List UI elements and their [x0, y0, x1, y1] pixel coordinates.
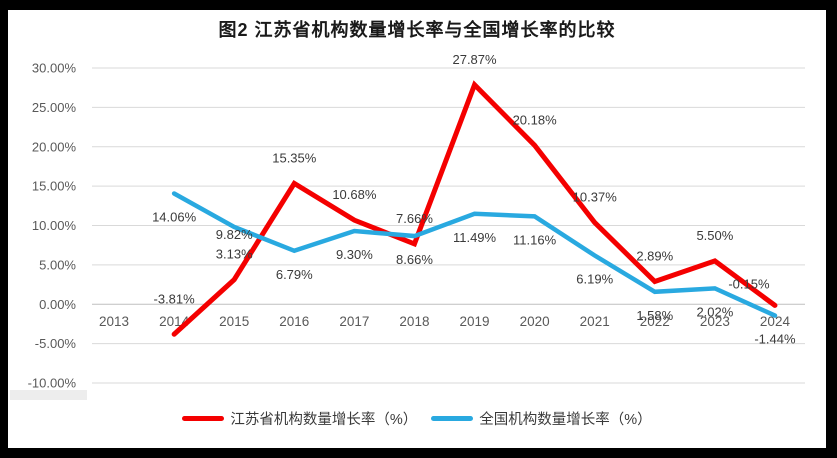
data-label: 14.06% [152, 210, 197, 225]
data-label: 3.13% [216, 247, 253, 262]
data-label: 9.30% [336, 247, 373, 262]
data-label: 9.82% [216, 227, 253, 242]
y-axis-tick-label: 10.00% [32, 218, 77, 233]
y-axis-tick-label: -10.00% [28, 376, 77, 391]
data-label: -1.44% [754, 332, 796, 347]
data-label: 10.68% [332, 187, 377, 202]
legend-item-national[interactable]: 全国机构数量增长率（%） [431, 408, 652, 429]
line-chart-plot-area: 30.00% 25.00% 20.00% 15.00% 10.00% 5.00% 0.00%… [28, 52, 805, 391]
data-label: 10.37% [573, 190, 618, 205]
data-label: 11.49% [453, 230, 497, 245]
x-axis-label: 2019 [460, 314, 490, 329]
x-axis-label: 2015 [219, 314, 249, 329]
data-label: 5.50% [696, 228, 733, 243]
data-label: 20.18% [513, 112, 558, 127]
chart-page: 图2 江苏省机构数量增长率与全国增长率的比较 30.00% 25.00% 20.00… [8, 10, 826, 448]
legend-item-jiangsu[interactable]: 江苏省机构数量增长率（%） [182, 408, 417, 429]
data-label: 8.66% [396, 252, 433, 267]
data-label: 15.35% [272, 150, 317, 165]
data-label: 6.79% [276, 267, 313, 282]
x-axis-label: 2024 [760, 314, 791, 329]
data-label: 2.02% [696, 304, 733, 319]
x-axis-label: 2021 [580, 314, 610, 329]
data-label: 27.87% [452, 52, 497, 67]
x-axis-label: 2022 [640, 314, 670, 329]
x-axis-label: 2016 [279, 314, 309, 329]
x-axis-label: 2013 [99, 314, 129, 329]
data-label: 1.58% [636, 308, 673, 323]
chart-legend: 江苏省机构数量增长率（%） 全国机构数量增长率（%） [8, 408, 826, 429]
y-axis-tick-label: 0.00% [39, 297, 76, 312]
data-label: 2.89% [636, 248, 673, 263]
data-label: -0.15% [728, 276, 770, 291]
y-axis-tick-label: 20.00% [32, 139, 77, 154]
data-label: 6.19% [576, 272, 613, 287]
y-axis-tick-label: 30.00% [32, 61, 77, 76]
x-axis-label: 2017 [339, 314, 369, 329]
x-axis-label: 2020 [520, 314, 550, 329]
national-series-legend-line-icon [431, 416, 474, 421]
national-series-line [171, 191, 778, 318]
y-axis-tick-label: 25.00% [32, 100, 77, 115]
data-label: -3.81% [154, 291, 196, 306]
x-axis-label: 2023 [700, 314, 730, 329]
legend-label-national: 全国机构数量增长率（%） [479, 412, 652, 428]
legend-label-jiangsu: 江苏省机构数量增长率（%） [230, 412, 418, 428]
y-axis-tick-label: -5.00% [35, 336, 77, 351]
horizontal-scrollbar-thumb[interactable] [10, 390, 87, 400]
chart-title: 图2 江苏省机构数量增长率与全国增长率的比较 [218, 20, 616, 40]
data-label: 11.16% [513, 232, 557, 247]
data-label: 7.66% [396, 211, 433, 226]
y-axis-tick-label: 15.00% [32, 179, 77, 194]
y-axis-tick-label: 5.00% [39, 257, 76, 272]
jiangsu-series-legend-line-icon [182, 416, 225, 421]
x-axis-label: 2018 [399, 314, 429, 329]
jiangsu-series-line [171, 80, 778, 337]
